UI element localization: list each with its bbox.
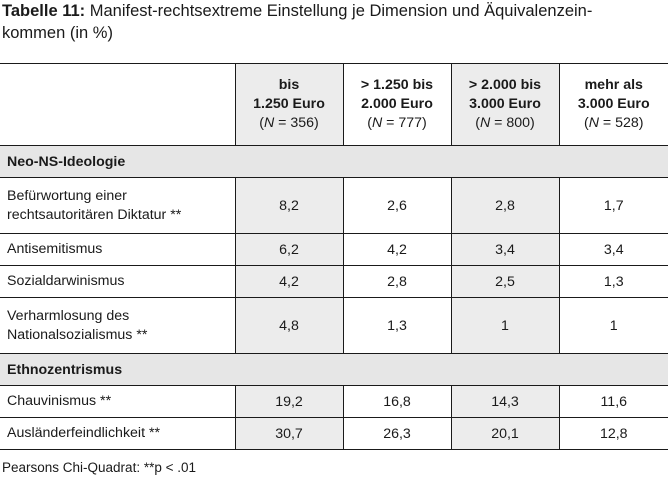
table-cell: 12,8 [558,417,668,450]
table-cell: 4,2 [234,265,343,298]
caption-text-line2: kommen (in %) [2,24,113,42]
table-cell: 1,3 [342,297,451,354]
table-cell: 1,7 [558,177,668,234]
table-cell: 11,6 [558,385,668,418]
table-row: Antisemitismus 6,2 4,2 3,4 3,4 [0,233,668,266]
row-label: Chauvinismus ** [7,393,112,409]
table-cell: 20,1 [450,417,559,450]
column-sample-size: (N = 528) [583,115,644,131]
table-cell: 2,8 [450,177,559,234]
table-cell: 26,3 [342,417,451,450]
column-header-4: mehr als 3.000 Euro (N = 528) [558,63,668,146]
column-header-line2: 2.000 Euro [361,96,433,112]
table-cell: 2,6 [342,177,451,234]
section-row: Ethnozentrismus [0,353,668,386]
table-cell: 3,4 [558,233,668,266]
table-footnote: Pearsons Chi-Quadrat: **p < .01 [2,460,196,475]
table-cell: 8,2 [234,177,343,234]
column-header-3: > 2.000 bis 3.000 Euro (N = 800) [450,63,559,146]
table-row: Befürwortung einer rechtsautoritären Dikt… [0,177,668,234]
column-sample-size: (N = 356) [259,115,319,131]
caption-text: Manifest-rechtsextreme Einstellung je Di… [89,2,593,20]
table-cell: 19,2 [234,385,343,418]
table-cell: 3,4 [450,233,559,266]
column-sample-size: (N = 777) [367,115,427,131]
table-row: Chauvinismus ** 19,2 16,8 14,3 11,6 [0,385,668,418]
row-label: Befürwortung einer rechtsautoritären Dikt… [7,187,182,223]
table-cell: 4,8 [234,297,343,354]
table-cell: 1 [558,297,668,354]
column-header-line1: bis [278,77,300,93]
row-label: Verharmlosung des Nationalsozialismus ** [7,307,148,343]
column-header-1: bis 1.250 Euro (N = 356) [234,63,343,146]
table-cell: 2,5 [450,265,559,298]
column-header-2: > 1.250 bis 2.000 Euro (N = 777) [342,63,451,146]
row-label: Ausländerfeindlichkeit ** [7,425,161,441]
column-header-line1: mehr als [584,77,643,93]
column-header-line2: 3.000 Euro [577,96,650,112]
column-header-line1: > 2.000 bis [468,77,542,93]
column-sample-size: (N = 800) [475,115,535,131]
column-header-line2: 3.000 Euro [469,96,541,112]
table-cell: 14,3 [450,385,559,418]
table-cell: 1,3 [558,265,668,298]
table-row: Sozialdarwinismus 4,2 2,8 2,5 1,3 [0,265,668,298]
row-label: Sozialdarwinismus [7,273,125,289]
section-title: Ethnozentrismus [7,361,123,378]
column-header-line2: 1.250 Euro [253,96,325,112]
table-cell: 6,2 [234,233,343,266]
section-row: Neo-NS-Ideologie [0,145,668,178]
caption-label: Tabelle 11: [2,2,86,20]
table-cell: 30,7 [234,417,343,450]
table-caption: Tabelle 11: Manifest-rechtsextreme Einst… [2,0,666,44]
section-title: Neo-NS-Ideologie [7,153,126,170]
column-header-line1: > 1.250 bis [360,77,434,93]
table-row: Ausländerfeindlichkeit ** 30,7 26,3 20,1… [0,417,668,450]
row-label: Antisemitismus [7,241,103,257]
table-cell: 4,2 [342,233,451,266]
table-row: Verharmlosung des Nationalsozialismus ** … [0,297,668,354]
table-cell: 16,8 [342,385,451,418]
header-empty-cell [0,64,235,146]
table-cell: 2,8 [342,265,451,298]
header-row: bis 1.250 Euro (N = 356) > 1.250 bis 2.0… [0,63,668,146]
table-cell: 1 [450,297,559,354]
data-table: bis 1.250 Euro (N = 356) > 1.250 bis 2.0… [0,63,668,450]
